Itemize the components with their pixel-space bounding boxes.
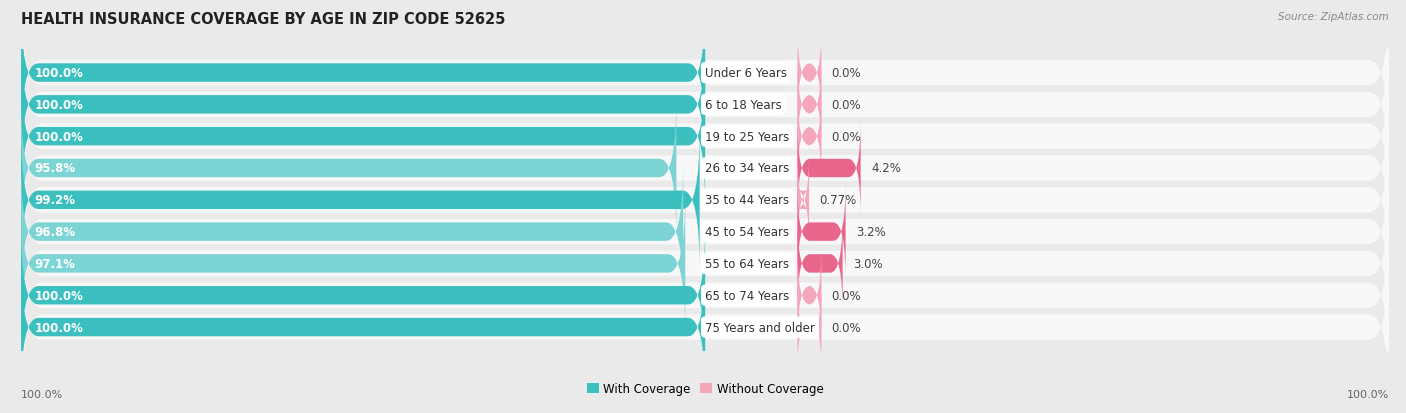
Text: 75 Years and older: 75 Years and older (706, 321, 815, 334)
Text: 65 to 74 Years: 65 to 74 Years (706, 289, 789, 302)
FancyBboxPatch shape (21, 23, 1389, 188)
FancyBboxPatch shape (21, 118, 1389, 283)
Text: 6 to 18 Years: 6 to 18 Years (706, 99, 782, 112)
FancyBboxPatch shape (21, 181, 1389, 346)
FancyBboxPatch shape (21, 257, 706, 397)
Text: 4.2%: 4.2% (870, 162, 901, 175)
Text: 0.0%: 0.0% (832, 321, 862, 334)
Text: 3.0%: 3.0% (853, 257, 883, 270)
Text: 97.1%: 97.1% (35, 257, 76, 270)
Text: Source: ZipAtlas.com: Source: ZipAtlas.com (1278, 12, 1389, 22)
Text: 100.0%: 100.0% (35, 131, 83, 143)
FancyBboxPatch shape (21, 213, 1389, 378)
FancyBboxPatch shape (797, 216, 842, 312)
Text: 100.0%: 100.0% (35, 321, 83, 334)
Text: 99.2%: 99.2% (35, 194, 76, 207)
FancyBboxPatch shape (797, 121, 860, 216)
FancyBboxPatch shape (21, 98, 676, 239)
FancyBboxPatch shape (21, 245, 1389, 410)
Text: 0.0%: 0.0% (832, 131, 862, 143)
FancyBboxPatch shape (21, 66, 706, 207)
Text: 100.0%: 100.0% (21, 389, 63, 399)
Text: HEALTH INSURANCE COVERAGE BY AGE IN ZIP CODE 52625: HEALTH INSURANCE COVERAGE BY AGE IN ZIP … (21, 12, 506, 27)
FancyBboxPatch shape (797, 89, 821, 185)
Text: 35 to 44 Years: 35 to 44 Years (706, 194, 789, 207)
Text: 100.0%: 100.0% (35, 67, 83, 80)
Text: 26 to 34 Years: 26 to 34 Years (706, 162, 789, 175)
Text: 100.0%: 100.0% (1347, 389, 1389, 399)
Text: 0.77%: 0.77% (820, 194, 856, 207)
FancyBboxPatch shape (21, 55, 1389, 219)
FancyBboxPatch shape (21, 3, 706, 143)
FancyBboxPatch shape (21, 225, 706, 366)
Text: 95.8%: 95.8% (35, 162, 76, 175)
Text: 100.0%: 100.0% (35, 99, 83, 112)
Text: 100.0%: 100.0% (35, 289, 83, 302)
Text: Under 6 Years: Under 6 Years (706, 67, 787, 80)
FancyBboxPatch shape (21, 150, 1389, 315)
FancyBboxPatch shape (797, 279, 821, 375)
Text: 55 to 64 Years: 55 to 64 Years (706, 257, 789, 270)
FancyBboxPatch shape (21, 0, 1389, 156)
FancyBboxPatch shape (797, 184, 845, 280)
FancyBboxPatch shape (21, 194, 685, 334)
FancyBboxPatch shape (797, 247, 821, 344)
FancyBboxPatch shape (797, 57, 821, 153)
Text: 3.2%: 3.2% (856, 225, 886, 239)
Text: 19 to 25 Years: 19 to 25 Years (706, 131, 789, 143)
FancyBboxPatch shape (21, 130, 700, 271)
FancyBboxPatch shape (21, 86, 1389, 251)
FancyBboxPatch shape (21, 162, 683, 302)
FancyBboxPatch shape (21, 35, 706, 175)
FancyBboxPatch shape (797, 152, 810, 248)
Text: 45 to 54 Years: 45 to 54 Years (706, 225, 789, 239)
FancyBboxPatch shape (797, 26, 821, 121)
Text: 96.8%: 96.8% (35, 225, 76, 239)
Text: 0.0%: 0.0% (832, 289, 862, 302)
Legend: With Coverage, Without Coverage: With Coverage, Without Coverage (582, 377, 828, 399)
Text: 0.0%: 0.0% (832, 67, 862, 80)
Text: 0.0%: 0.0% (832, 99, 862, 112)
